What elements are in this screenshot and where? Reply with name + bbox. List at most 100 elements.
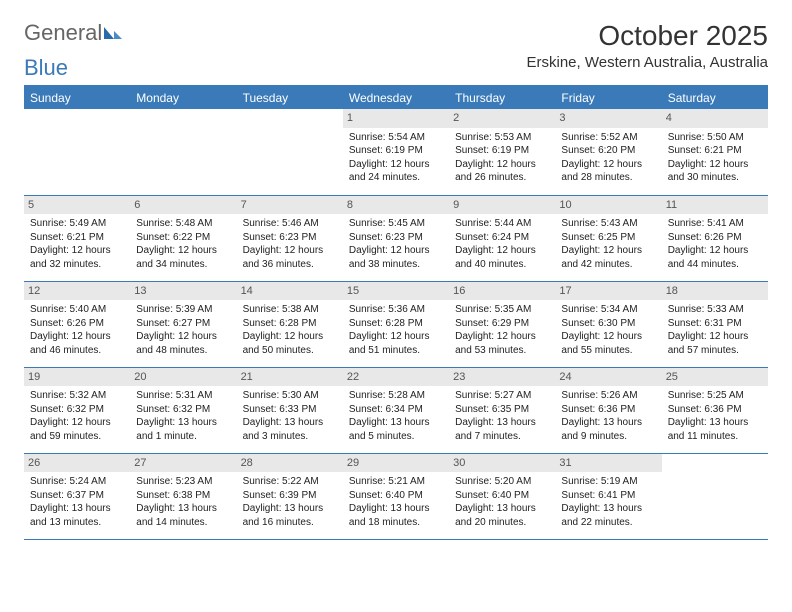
day-number: 3	[555, 109, 661, 128]
day-number: 18	[662, 282, 768, 301]
calendar-cell: 17Sunrise: 5:34 AMSunset: 6:30 PMDayligh…	[555, 281, 661, 367]
cell-sr: Sunrise: 5:21 AM	[349, 475, 443, 489]
calendar-cell: 31Sunrise: 5:19 AMSunset: 6:41 PMDayligh…	[555, 453, 661, 539]
cell-ss: Sunset: 6:30 PM	[561, 317, 655, 331]
cell-dl2: and 16 minutes.	[243, 516, 337, 530]
day-number: 7	[237, 196, 343, 215]
cell-ss: Sunset: 6:36 PM	[561, 403, 655, 417]
cell-dl2: and 48 minutes.	[136, 344, 230, 358]
day-number: 1	[343, 109, 449, 128]
cell-dl2: and 18 minutes.	[349, 516, 443, 530]
cell-ss: Sunset: 6:40 PM	[349, 489, 443, 503]
cell-dl2: and 59 minutes.	[30, 430, 124, 444]
cell-dl1: Daylight: 13 hours	[243, 502, 337, 516]
calendar-cell: 4Sunrise: 5:50 AMSunset: 6:21 PMDaylight…	[662, 109, 768, 195]
day-number: 27	[130, 454, 236, 473]
day-number: 15	[343, 282, 449, 301]
cell-dl1: Daylight: 12 hours	[30, 416, 124, 430]
day-number: 28	[237, 454, 343, 473]
calendar-cell: 15Sunrise: 5:36 AMSunset: 6:28 PMDayligh…	[343, 281, 449, 367]
calendar-week-row: 1Sunrise: 5:54 AMSunset: 6:19 PMDaylight…	[24, 109, 768, 195]
cell-dl2: and 55 minutes.	[561, 344, 655, 358]
day-number: 22	[343, 368, 449, 387]
day-number: 8	[343, 196, 449, 215]
cell-dl1: Daylight: 12 hours	[668, 158, 762, 172]
cell-sr: Sunrise: 5:31 AM	[136, 389, 230, 403]
day-number: 14	[237, 282, 343, 301]
cell-sr: Sunrise: 5:50 AM	[668, 131, 762, 145]
calendar-week-row: 12Sunrise: 5:40 AMSunset: 6:26 PMDayligh…	[24, 281, 768, 367]
logo-text-1: General	[24, 20, 102, 46]
cell-ss: Sunset: 6:20 PM	[561, 144, 655, 158]
cell-ss: Sunset: 6:36 PM	[668, 403, 762, 417]
cell-ss: Sunset: 6:19 PM	[349, 144, 443, 158]
cell-dl1: Daylight: 12 hours	[349, 158, 443, 172]
logo-text-2: Blue	[24, 55, 68, 81]
logo: General	[24, 20, 128, 46]
cell-dl2: and 44 minutes.	[668, 258, 762, 272]
cell-dl1: Daylight: 13 hours	[243, 416, 337, 430]
cell-sr: Sunrise: 5:25 AM	[668, 389, 762, 403]
day-number: 25	[662, 368, 768, 387]
cell-dl1: Daylight: 12 hours	[243, 330, 337, 344]
cell-sr: Sunrise: 5:43 AM	[561, 217, 655, 231]
cell-dl2: and 38 minutes.	[349, 258, 443, 272]
title-month: October 2025	[527, 20, 769, 52]
cell-dl2: and 57 minutes.	[668, 344, 762, 358]
cell-sr: Sunrise: 5:22 AM	[243, 475, 337, 489]
day-number: 5	[24, 196, 130, 215]
cell-sr: Sunrise: 5:54 AM	[349, 131, 443, 145]
cell-dl2: and 30 minutes.	[668, 171, 762, 185]
cell-ss: Sunset: 6:32 PM	[136, 403, 230, 417]
cell-ss: Sunset: 6:39 PM	[243, 489, 337, 503]
cell-sr: Sunrise: 5:30 AM	[243, 389, 337, 403]
cell-ss: Sunset: 6:37 PM	[30, 489, 124, 503]
cell-ss: Sunset: 6:41 PM	[561, 489, 655, 503]
calendar-cell: 11Sunrise: 5:41 AMSunset: 6:26 PMDayligh…	[662, 195, 768, 281]
cell-dl2: and 7 minutes.	[455, 430, 549, 444]
cell-dl2: and 53 minutes.	[455, 344, 549, 358]
cell-ss: Sunset: 6:22 PM	[136, 231, 230, 245]
calendar-cell: 18Sunrise: 5:33 AMSunset: 6:31 PMDayligh…	[662, 281, 768, 367]
cell-dl1: Daylight: 12 hours	[243, 244, 337, 258]
cell-ss: Sunset: 6:21 PM	[668, 144, 762, 158]
cell-dl1: Daylight: 12 hours	[30, 330, 124, 344]
day-number: 13	[130, 282, 236, 301]
cell-ss: Sunset: 6:38 PM	[136, 489, 230, 503]
cell-dl2: and 3 minutes.	[243, 430, 337, 444]
calendar-cell: 25Sunrise: 5:25 AMSunset: 6:36 PMDayligh…	[662, 367, 768, 453]
calendar-cell: 21 Sunrise: 5:30 AMSunset: 6:33 PMDayligh…	[237, 367, 343, 453]
cell-sr: Sunrise: 5:23 AM	[136, 475, 230, 489]
day-number: 2	[449, 109, 555, 128]
cell-dl2: and 46 minutes.	[30, 344, 124, 358]
cell-dl2: and 42 minutes.	[561, 258, 655, 272]
cell-ss: Sunset: 6:28 PM	[349, 317, 443, 331]
cell-sr: Sunrise: 5:38 AM	[243, 303, 337, 317]
calendar-cell: 12Sunrise: 5:40 AMSunset: 6:26 PMDayligh…	[24, 281, 130, 367]
cell-dl2: and 11 minutes.	[668, 430, 762, 444]
cell-dl1: Daylight: 12 hours	[668, 244, 762, 258]
cell-sr: Sunrise: 5:44 AM	[455, 217, 549, 231]
cell-dl2: and 13 minutes.	[30, 516, 124, 530]
cell-dl2: and 28 minutes.	[561, 171, 655, 185]
cell-ss: Sunset: 6:33 PM	[243, 403, 337, 417]
cell-ss: Sunset: 6:19 PM	[455, 144, 549, 158]
cell-dl1: Daylight: 12 hours	[561, 244, 655, 258]
calendar-cell: 8Sunrise: 5:45 AMSunset: 6:23 PMDaylight…	[343, 195, 449, 281]
cell-dl2: and 26 minutes.	[455, 171, 549, 185]
cell-dl2: and 36 minutes.	[243, 258, 337, 272]
calendar-cell: 1 Sunrise: 5:54 AMSunset: 6:19 PMDaylight…	[343, 109, 449, 195]
calendar-cell: 5Sunrise: 5:49 AMSunset: 6:21 PMDaylight…	[24, 195, 130, 281]
cell-dl2: and 34 minutes.	[136, 258, 230, 272]
cell-dl2: and 9 minutes.	[561, 430, 655, 444]
calendar-cell: 14Sunrise: 5:38 AMSunset: 6:28 PMDayligh…	[237, 281, 343, 367]
calendar-cell: 22Sunrise: 5:28 AMSunset: 6:34 PMDayligh…	[343, 367, 449, 453]
cell-sr: Sunrise: 5:48 AM	[136, 217, 230, 231]
cell-dl1: Daylight: 12 hours	[349, 330, 443, 344]
cell-dl1: Daylight: 12 hours	[455, 330, 549, 344]
calendar-cell	[24, 109, 130, 195]
cell-sr: Sunrise: 5:46 AM	[243, 217, 337, 231]
cell-dl1: Daylight: 13 hours	[349, 416, 443, 430]
cell-dl2: and 5 minutes.	[349, 430, 443, 444]
day-number: 21	[237, 368, 343, 387]
